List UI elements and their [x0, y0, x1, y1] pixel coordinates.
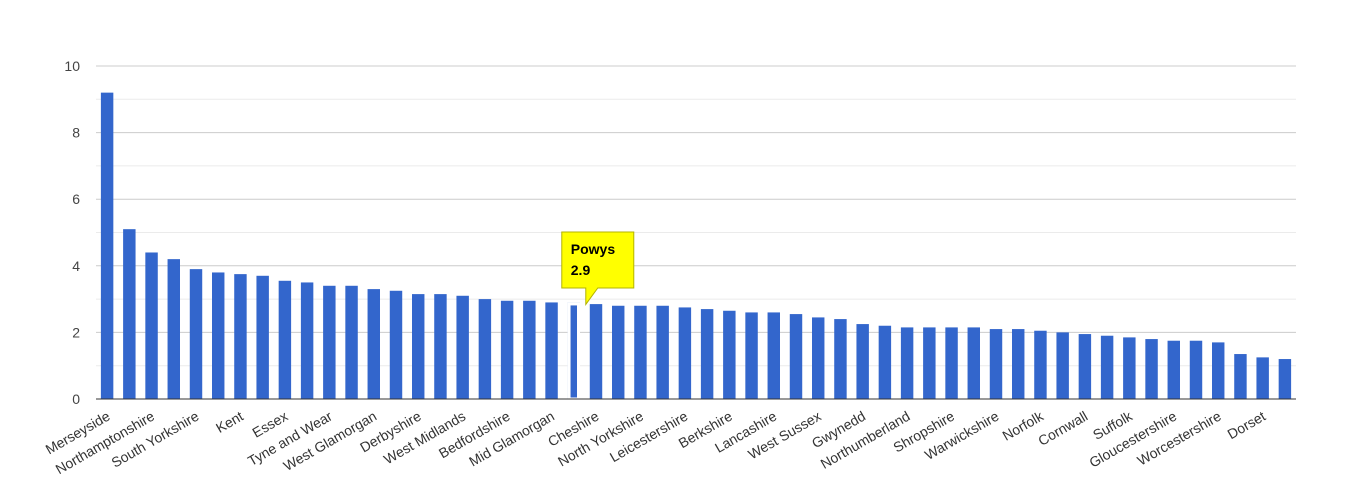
y-tick-label: 10 [64, 58, 80, 74]
bar[interactable] [500, 300, 514, 399]
bar[interactable] [1012, 329, 1025, 399]
bar[interactable] [900, 327, 914, 399]
bar[interactable] [700, 309, 714, 399]
bar[interactable] [323, 285, 336, 399]
bar[interactable] [412, 294, 425, 399]
bar[interactable] [1100, 335, 1114, 399]
bar[interactable] [745, 312, 758, 399]
bar[interactable] [678, 307, 692, 399]
y-axis: 0 2 4 6 8 10 [64, 58, 80, 407]
y-tick-label: 0 [72, 391, 80, 407]
bar[interactable] [545, 302, 558, 399]
bar[interactable] [789, 314, 803, 399]
bar[interactable] [878, 325, 892, 399]
bar[interactable] [367, 289, 380, 399]
bar[interactable] [300, 282, 314, 399]
bar[interactable] [1189, 340, 1203, 399]
y-tick-label: 4 [72, 258, 80, 274]
bar[interactable] [589, 304, 603, 399]
bar[interactable] [167, 259, 180, 399]
y-tick-label: 8 [72, 125, 80, 141]
bar[interactable] [212, 272, 225, 399]
bar[interactable] [234, 274, 247, 399]
x-tick-label: Dorset [1224, 408, 1268, 443]
bar[interactable] [145, 252, 158, 399]
bar[interactable] [478, 299, 492, 399]
y-tick-label: 6 [72, 191, 80, 207]
bar[interactable] [1123, 337, 1136, 399]
bar[interactable] [1078, 334, 1092, 399]
bar[interactable] [1234, 354, 1247, 399]
bar[interactable] [189, 269, 203, 399]
bar-highlighted[interactable] [567, 302, 580, 401]
bar[interactable] [456, 295, 469, 399]
bar[interactable] [967, 327, 980, 399]
bar[interactable] [767, 312, 780, 399]
bar[interactable] [723, 310, 736, 399]
y-tick-label: 2 [72, 324, 80, 340]
tooltip: Powys 2.9 [561, 231, 635, 306]
bar[interactable] [634, 305, 647, 399]
bar[interactable] [945, 327, 958, 399]
tooltip-label: Powys [571, 241, 616, 257]
bar[interactable] [1056, 332, 1069, 399]
gridlines [96, 65, 1296, 400]
bar[interactable] [278, 280, 292, 399]
bar[interactable] [923, 327, 936, 399]
bar[interactable] [834, 319, 847, 399]
bar[interactable] [1278, 359, 1292, 399]
bar[interactable] [389, 290, 403, 399]
bar[interactable] [989, 329, 1003, 399]
bar[interactable] [1212, 342, 1225, 399]
bar[interactable] [1167, 340, 1180, 399]
x-tick-label: Cornwall [1035, 408, 1090, 449]
bar[interactable] [100, 92, 114, 399]
bar[interactable] [612, 305, 625, 399]
bar[interactable] [256, 275, 269, 399]
bar[interactable] [345, 285, 358, 399]
bar[interactable] [812, 317, 825, 399]
x-tick-label: Kent [213, 408, 246, 436]
bar[interactable] [1145, 339, 1158, 399]
bar[interactable] [523, 300, 536, 399]
bar[interactable] [656, 305, 669, 399]
bar[interactable] [856, 324, 869, 399]
bar[interactable] [1256, 357, 1269, 399]
tooltip-box [561, 231, 635, 306]
tooltip-value: 2.9 [571, 262, 591, 278]
bar[interactable] [1034, 330, 1047, 399]
bars [100, 92, 1292, 401]
bar[interactable] [123, 229, 136, 399]
bar[interactable] [434, 294, 447, 399]
